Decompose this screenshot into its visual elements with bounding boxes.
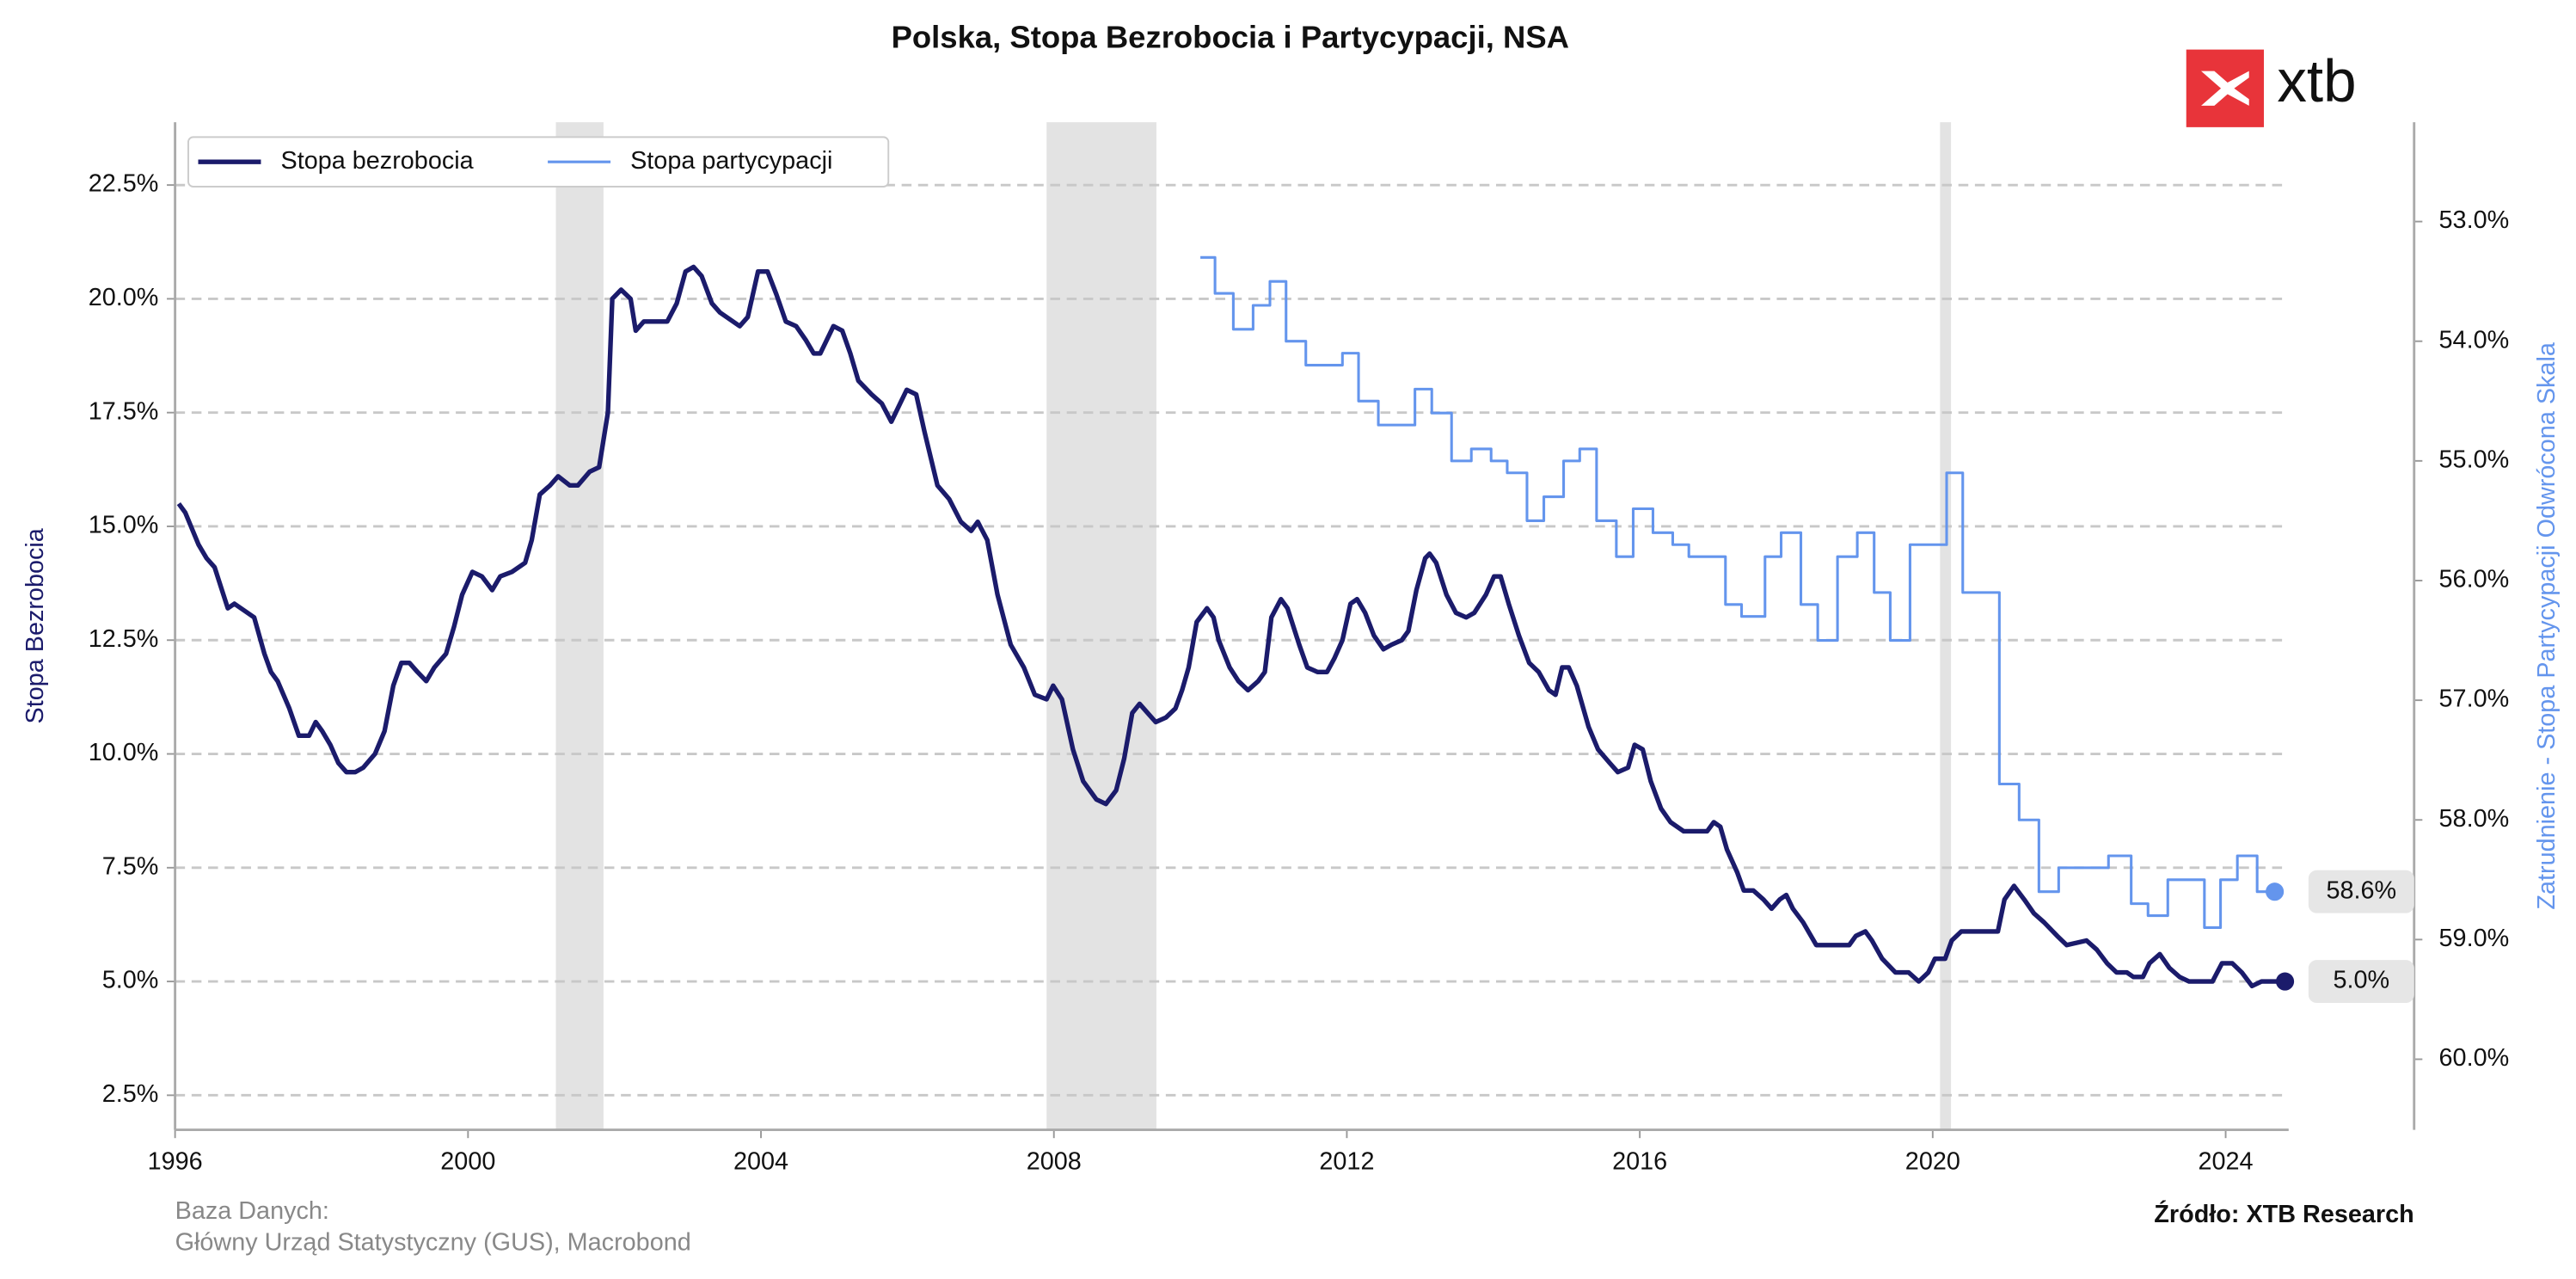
end-label-box — [2308, 960, 2414, 1004]
x-tick-label: 2020 — [1905, 1148, 1960, 1176]
end-label: 5.0% — [2333, 967, 2389, 994]
y-tick-label: 20.0% — [89, 284, 159, 311]
y-tick-label: 15.0% — [89, 512, 159, 539]
y2-tick-label: 55.0% — [2439, 446, 2510, 473]
end-dot — [2266, 882, 2285, 901]
x-tick-label: 2016 — [1612, 1148, 1667, 1176]
y-tick-label: 2.5% — [102, 1080, 159, 1108]
end-dot — [2275, 972, 2295, 991]
source-text: Główny Urząd Statystyczny (GUS), Macrobo… — [175, 1229, 691, 1257]
legend-box — [187, 136, 890, 188]
legend: Stopa bezrobocia Stopa partycypacji — [187, 136, 890, 188]
source-title: Baza Danych: — [175, 1197, 329, 1225]
y2-tick-label: 53.0% — [2439, 206, 2510, 234]
y2-tick-label: 60.0% — [2439, 1044, 2510, 1072]
y2-tick-label: 59.0% — [2439, 925, 2510, 952]
x-tick-label: 2008 — [1027, 1148, 1082, 1176]
y-tick-label: 17.5% — [89, 397, 159, 425]
credit: Źródło: XTB Research — [2154, 1199, 2413, 1228]
chart-title: Polska, Stopa Bezrobocia i Partycypacji,… — [892, 20, 1569, 55]
y-axis-label: Stopa Bezrobocia — [21, 527, 49, 723]
x-tick-label: 2024 — [2199, 1148, 2254, 1176]
y2-tick-label: 58.0% — [2439, 805, 2510, 833]
y2-tick-label: 54.0% — [2439, 326, 2510, 354]
logo-icon — [2201, 71, 2249, 106]
y-tick-label: 5.0% — [102, 967, 159, 994]
y-tick-label: 22.5% — [89, 170, 159, 198]
y-tick-label: 7.5% — [102, 852, 159, 880]
x-tick-label: 1996 — [148, 1148, 203, 1176]
y-tick-label: 10.0% — [89, 739, 159, 766]
x-tick-label: 2012 — [1319, 1148, 1374, 1176]
legend-label: Stopa bezrobocia — [281, 147, 475, 175]
shaded-period — [1046, 122, 1156, 1130]
logo: xtb — [2186, 47, 2357, 127]
y2-tick-label: 57.0% — [2439, 686, 2510, 713]
y2-tick-label: 56.0% — [2439, 566, 2510, 593]
shaded-period — [555, 122, 604, 1130]
x-tick-label: 2000 — [440, 1148, 495, 1176]
series-line — [176, 264, 2285, 989]
shaded-period — [1940, 122, 1952, 1130]
series-line — [1200, 255, 2275, 929]
legend-label: Stopa partycypacji — [630, 147, 832, 175]
y-tick-label: 12.5% — [89, 625, 159, 653]
y2-axis-label: Zatrudnienie - Stopa Partycypacji Odwróc… — [2533, 341, 2561, 909]
end-label: 58.6% — [2326, 876, 2396, 904]
end-label-box — [2308, 870, 2414, 913]
logo-text: xtb — [2277, 47, 2356, 114]
x-tick-label: 2004 — [733, 1148, 788, 1176]
